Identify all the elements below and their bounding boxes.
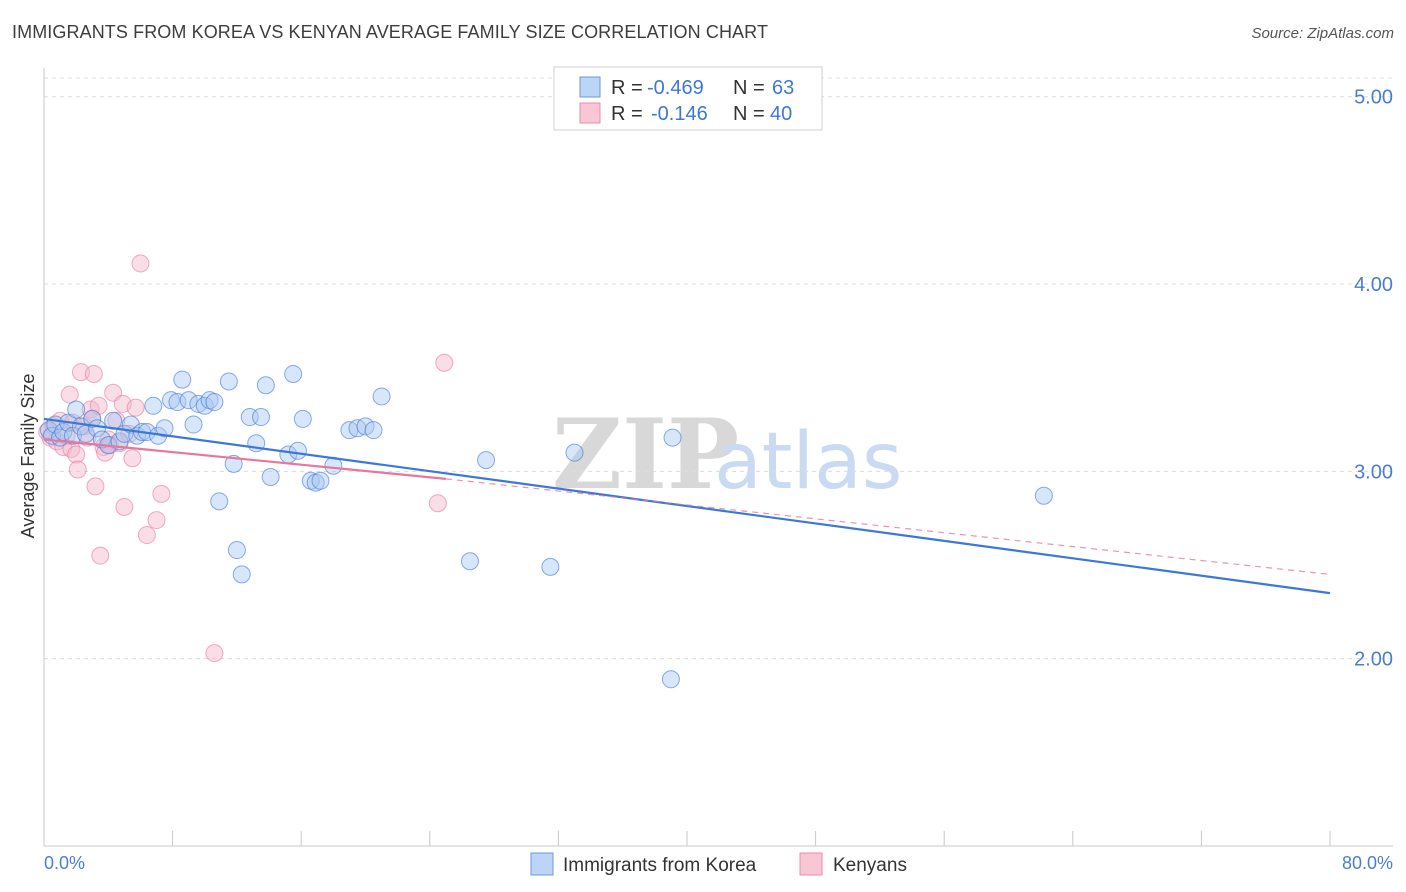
- korea-point: [168, 393, 187, 412]
- korea-point: [288, 441, 307, 460]
- bottom-legend: Immigrants from Korea Kenyans: [530, 852, 907, 876]
- korea-point: [67, 400, 86, 419]
- legend-kenya-r-label: R =: [611, 103, 643, 125]
- kenya-point: [123, 449, 142, 468]
- korea-point: [252, 408, 271, 427]
- korea-point: [210, 492, 229, 511]
- korea-point: [1034, 486, 1053, 505]
- watermark-atlas: atlas: [714, 417, 903, 507]
- kenya-point: [137, 526, 156, 545]
- top-legend: R = -0.469 N = 63 R = -0.146 N = 40: [553, 66, 823, 131]
- korea-point: [284, 364, 303, 383]
- korea-point: [205, 393, 224, 412]
- kenya-point: [89, 396, 108, 415]
- y-tick-label: 3.00: [1354, 461, 1393, 483]
- kenya-point: [428, 494, 447, 513]
- korea-point: [189, 394, 208, 413]
- korea-point: [477, 451, 496, 470]
- y-tick-labels: 2.00 3.00 4.00 5.00: [1354, 87, 1393, 671]
- y-tick-label: 2.00: [1354, 649, 1393, 671]
- kenya-point: [131, 254, 150, 273]
- kenya-trendline: [43, 438, 446, 480]
- kenya-trendline-extension: [445, 478, 1331, 575]
- kenya-point: [62, 439, 81, 458]
- korea-point: [155, 419, 174, 438]
- kenya-point: [126, 398, 145, 417]
- korea-point: [663, 428, 682, 447]
- chart-title: IMMIGRANTS FROM KOREA VS KENYAN AVERAGE …: [12, 22, 769, 42]
- korea-point: [184, 415, 203, 434]
- korea-point: [232, 565, 251, 584]
- kenya-points: [38, 254, 454, 663]
- y-tick-label: 5.00: [1354, 87, 1393, 109]
- korea-point: [460, 552, 479, 571]
- korea-point: [144, 396, 163, 415]
- legend-korea-r-label: R =: [611, 77, 643, 99]
- x-tick-label-max: 80.0%: [1342, 853, 1393, 873]
- kenya-point: [152, 484, 171, 503]
- korea-trendline: [43, 417, 1331, 595]
- y-axis-label: Average Family Size: [18, 374, 38, 539]
- kenya-point: [67, 445, 86, 464]
- korea-point: [364, 421, 383, 440]
- korea-point: [224, 454, 243, 473]
- korea-point: [227, 541, 246, 560]
- kenya-point: [147, 511, 166, 530]
- korea-point: [372, 387, 391, 406]
- legend-korea-r-value: -0.469: [647, 77, 704, 99]
- korea-point: [256, 376, 275, 395]
- korea-point: [541, 557, 560, 576]
- korea-point: [121, 415, 140, 434]
- source-credit: Source: ZipAtlas.com: [1251, 25, 1394, 42]
- korea-point: [161, 391, 180, 410]
- korea-point: [179, 391, 198, 410]
- korea-point: [261, 467, 280, 486]
- korea-point: [661, 670, 680, 689]
- kenya-point: [84, 364, 103, 383]
- legend-kenya-swatch: [579, 102, 601, 124]
- korea-point: [195, 396, 214, 415]
- x-tick-labels: 0.0% 80.0%: [44, 853, 1393, 873]
- bottom-legend-korea-label: Immigrants from Korea: [563, 855, 757, 876]
- x-tick-label-min: 0.0%: [44, 853, 85, 873]
- bottom-legend-kenya-swatch: [799, 852, 823, 876]
- korea-point: [173, 370, 192, 389]
- legend-kenya-n-label: N =: [733, 103, 765, 125]
- kenya-point: [91, 546, 110, 565]
- legend-kenya-r-value: -0.146: [651, 103, 708, 125]
- bottom-legend-korea-swatch: [530, 852, 554, 876]
- legend-korea-n-value: 63: [772, 77, 794, 99]
- korea-points: [39, 364, 1053, 689]
- y-tick-label: 4.00: [1354, 274, 1393, 296]
- korea-point: [311, 471, 330, 490]
- kenya-point: [435, 353, 454, 372]
- korea-point: [219, 372, 238, 391]
- korea-point: [565, 443, 584, 462]
- legend-korea-swatch: [579, 76, 601, 98]
- kenya-point: [60, 385, 79, 404]
- trendlines: [43, 417, 1331, 595]
- kenya-point: [86, 477, 105, 496]
- bottom-legend-kenya-label: Kenyans: [833, 855, 907, 876]
- axes: [43, 68, 1393, 847]
- legend-kenya-n-value: 40: [770, 103, 792, 125]
- korea-point: [293, 409, 312, 428]
- kenya-point: [115, 497, 134, 516]
- kenya-point: [68, 460, 87, 479]
- legend-korea-n-label: N =: [733, 77, 765, 99]
- kenya-point: [205, 644, 224, 663]
- korea-point: [83, 409, 102, 428]
